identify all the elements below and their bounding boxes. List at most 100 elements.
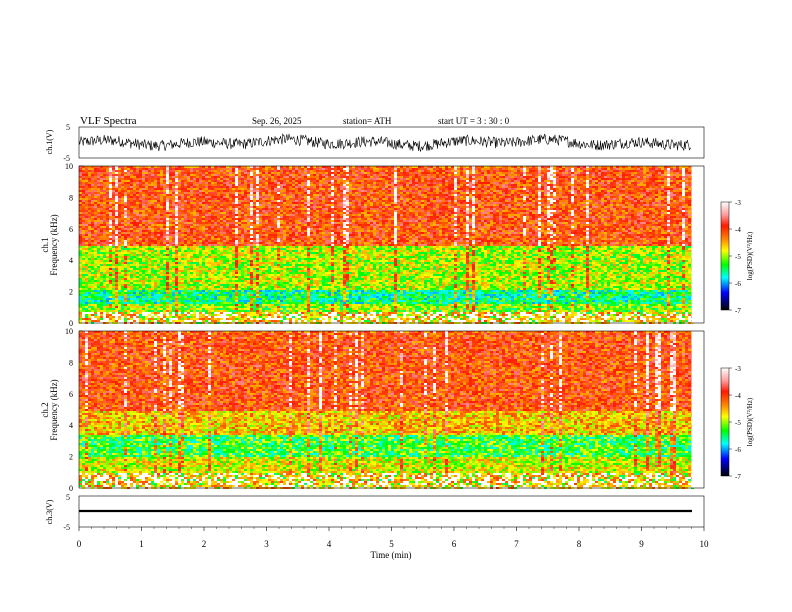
spectrogram-cell (634, 212, 637, 214)
spectrogram-cell (649, 176, 652, 178)
spectrogram-cell (301, 166, 304, 168)
spectrogram-cell (508, 172, 511, 174)
spectrogram-cell (559, 180, 562, 182)
spectrogram-cell (547, 208, 550, 210)
spectrogram-cell (259, 208, 262, 210)
spectrogram-cell (373, 202, 376, 204)
spectrogram-cell (334, 208, 337, 210)
spectrogram-cell (583, 200, 586, 202)
spectrogram-cell (409, 170, 412, 172)
spectrogram-cell (607, 196, 610, 198)
spectrogram-cell (328, 200, 331, 202)
spectrogram-cell (667, 190, 670, 192)
spectrogram-cell (250, 206, 253, 208)
spectrogram-cell (544, 202, 547, 204)
spectrogram-cell (427, 200, 430, 202)
spectrogram-cell (673, 184, 676, 186)
spectrogram-cell (571, 184, 574, 186)
spectrogram-cell (337, 208, 340, 210)
spectrogram-cell (286, 206, 289, 208)
spectrogram-cell (178, 214, 181, 216)
spectrogram-cell (265, 188, 268, 190)
spectrogram-cell (496, 170, 499, 172)
spectrogram-cell (172, 200, 175, 202)
spectrogram-cell (466, 196, 469, 198)
spectrogram-cell (241, 194, 244, 196)
spectrogram-cell (487, 168, 490, 170)
spectrogram-cell (304, 178, 307, 180)
spectrogram-cell (499, 210, 502, 212)
spectrogram-cell (598, 172, 601, 174)
spectrogram-cell (367, 196, 370, 198)
spectrogram-cell (340, 192, 343, 194)
spectrogram-cell (388, 182, 391, 184)
spectrogram-cell (103, 168, 106, 170)
spectrogram-cell (307, 186, 310, 188)
spectrogram-cell (193, 188, 196, 190)
spectrogram-cell (406, 190, 409, 192)
spectrogram-cell (640, 184, 643, 186)
spectrogram-cell (388, 170, 391, 172)
spectrogram-cell (121, 202, 124, 204)
spectrogram-cell (232, 170, 235, 172)
spectrogram-cell (100, 174, 103, 176)
spectrogram-cell (637, 182, 640, 184)
spectrogram-cell (151, 206, 154, 208)
spectrogram-cell (115, 192, 118, 194)
spectrogram-cell (433, 174, 436, 176)
spectrogram-cell (244, 168, 247, 170)
spectrogram-cell (235, 182, 238, 184)
spectrogram-cell (472, 208, 475, 210)
spectrogram-cell (223, 214, 226, 216)
spectrogram-cell (319, 188, 322, 190)
spectrogram-cell (280, 200, 283, 202)
spectrogram-cell (586, 204, 589, 206)
spectrogram-cell (265, 194, 268, 196)
spectrogram-cell (571, 206, 574, 208)
spectrogram-cell (115, 170, 118, 172)
spectrogram-cell (418, 172, 421, 174)
spectrogram-cell (586, 208, 589, 210)
spectrogram-cell (472, 184, 475, 186)
spectrogram-cell (532, 198, 535, 200)
spectrogram-cell (283, 190, 286, 192)
spectrogram-cell (181, 208, 184, 210)
spectrogram-cell (541, 196, 544, 198)
spectrogram-cell (400, 178, 403, 180)
spectrogram-cell (502, 176, 505, 178)
spectrogram-cell (346, 212, 349, 214)
spectrogram-cell (613, 192, 616, 194)
spectrogram-cell (112, 204, 115, 206)
spectrogram-cell (358, 208, 361, 210)
spectrogram-cell (301, 172, 304, 174)
spectrogram-cell (91, 166, 94, 168)
spectrogram-cell (226, 214, 229, 216)
spectrogram-cell (664, 200, 667, 202)
spectrogram-cell (424, 196, 427, 198)
spectrogram-cell (508, 194, 511, 196)
spectrogram-cell (109, 190, 112, 192)
spectrogram-cell (304, 202, 307, 204)
spectrogram-cell (568, 186, 571, 188)
spectrogram-cell (322, 188, 325, 190)
spectrogram-cell (658, 188, 661, 190)
spectrogram-cell (223, 192, 226, 194)
spectrogram-cell (196, 198, 199, 200)
spectrogram-cell (247, 178, 250, 180)
spectrogram-cell (445, 200, 448, 202)
spectrogram-cell (229, 178, 232, 180)
spectrogram-cell (163, 182, 166, 184)
spectrogram-cell (268, 204, 271, 206)
spectrogram-cell (655, 190, 658, 192)
spectrogram-cell (565, 166, 568, 168)
spectrogram-cell (421, 178, 424, 180)
spectrogram-cell (637, 166, 640, 168)
spectrogram-cell (628, 206, 631, 208)
spectrogram-cell (154, 182, 157, 184)
spectrogram-cell (604, 170, 607, 172)
spectrogram-cell (538, 200, 541, 202)
spectrogram-cell (484, 174, 487, 176)
spectrogram-cell (595, 198, 598, 200)
spectrogram-cell (352, 188, 355, 190)
spectrogram-cell (106, 172, 109, 174)
